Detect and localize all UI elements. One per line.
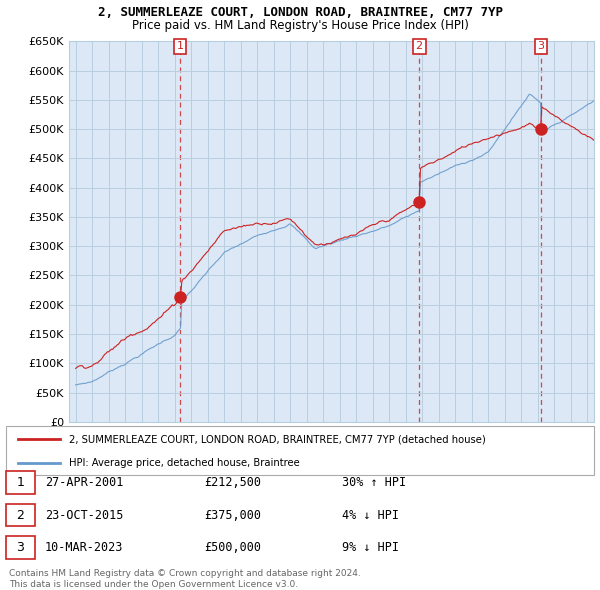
Text: 1: 1 bbox=[176, 41, 184, 51]
Text: 2: 2 bbox=[416, 41, 423, 51]
Text: Price paid vs. HM Land Registry's House Price Index (HPI): Price paid vs. HM Land Registry's House … bbox=[131, 19, 469, 32]
Text: 9% ↓ HPI: 9% ↓ HPI bbox=[342, 541, 399, 554]
Text: 3: 3 bbox=[16, 541, 25, 554]
Text: 2, SUMMERLEAZE COURT, LONDON ROAD, BRAINTREE, CM77 7YP: 2, SUMMERLEAZE COURT, LONDON ROAD, BRAIN… bbox=[97, 6, 503, 19]
Text: Contains HM Land Registry data © Crown copyright and database right 2024.
This d: Contains HM Land Registry data © Crown c… bbox=[9, 569, 361, 589]
Text: 2: 2 bbox=[16, 509, 25, 522]
Text: 30% ↑ HPI: 30% ↑ HPI bbox=[342, 476, 406, 489]
Text: 4% ↓ HPI: 4% ↓ HPI bbox=[342, 509, 399, 522]
Text: 3: 3 bbox=[538, 41, 545, 51]
Text: 10-MAR-2023: 10-MAR-2023 bbox=[45, 541, 124, 554]
Text: 1: 1 bbox=[16, 476, 25, 489]
Text: 27-APR-2001: 27-APR-2001 bbox=[45, 476, 124, 489]
Text: £212,500: £212,500 bbox=[204, 476, 261, 489]
Text: 23-OCT-2015: 23-OCT-2015 bbox=[45, 509, 124, 522]
Text: £500,000: £500,000 bbox=[204, 541, 261, 554]
Text: £375,000: £375,000 bbox=[204, 509, 261, 522]
Text: 2, SUMMERLEAZE COURT, LONDON ROAD, BRAINTREE, CM77 7YP (detached house): 2, SUMMERLEAZE COURT, LONDON ROAD, BRAIN… bbox=[69, 434, 486, 444]
Text: HPI: Average price, detached house, Braintree: HPI: Average price, detached house, Brai… bbox=[69, 458, 300, 468]
